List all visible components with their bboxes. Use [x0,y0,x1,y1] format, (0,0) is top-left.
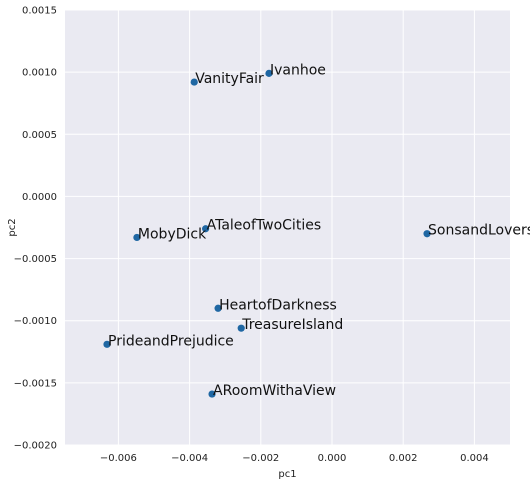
point-label: HeartofDarkness [219,297,337,313]
x-tick-label: −0.002 [242,453,279,464]
data-point [133,233,141,242]
point-label: SonsandLovers [428,223,530,239]
data-point [423,230,431,238]
data-points: Ivanhoe VanityFair ATaleofTwoCitiesMobyDic… [103,62,530,399]
y-tick-label: −0.0010 [14,316,57,327]
data-point [237,324,245,332]
data-point [202,225,210,233]
point-label: VanityFair [195,71,264,87]
point-label: PrideandPrejudice [108,333,234,349]
y-tick-label: 0.0000 [22,192,57,203]
data-point [214,304,222,312]
data-point [265,69,273,77]
point-label: ATaleofTwoCities [207,218,322,234]
y-tick-label: −0.0015 [14,378,57,389]
y-tick-label: 0.0005 [22,130,57,141]
x-tick-label: 0.002 [389,453,418,464]
point-label: ARoomWithaView [213,383,336,399]
tick-labels: −0.006 −0.004 −0.002 0.000 0.002 0.004 −0.0020… [14,6,489,465]
y-axis-label: pc2 [7,218,18,236]
data-point [103,340,111,348]
x-tick-label: 0.004 [460,453,489,464]
point-label: TreasureIsland [241,317,343,333]
y-tick-label: −0.0020 [14,441,57,452]
plot-area [65,10,510,445]
grid-lines [65,9,510,446]
point-label: MobyDick [138,226,207,242]
y-tick-label: 0.0010 [22,68,57,79]
x-axis-label: pc1 [278,469,296,480]
data-point [190,78,198,86]
y-tick-label: −0.0005 [14,254,57,265]
x-tick-label: −0.004 [171,453,208,464]
point-label: Ivanhoe [270,62,326,78]
x-tick-label: 0.000 [318,453,347,464]
data-point [208,390,216,398]
x-tick-label: −0.006 [100,453,137,464]
y-tick-label: 0.0015 [22,6,57,17]
